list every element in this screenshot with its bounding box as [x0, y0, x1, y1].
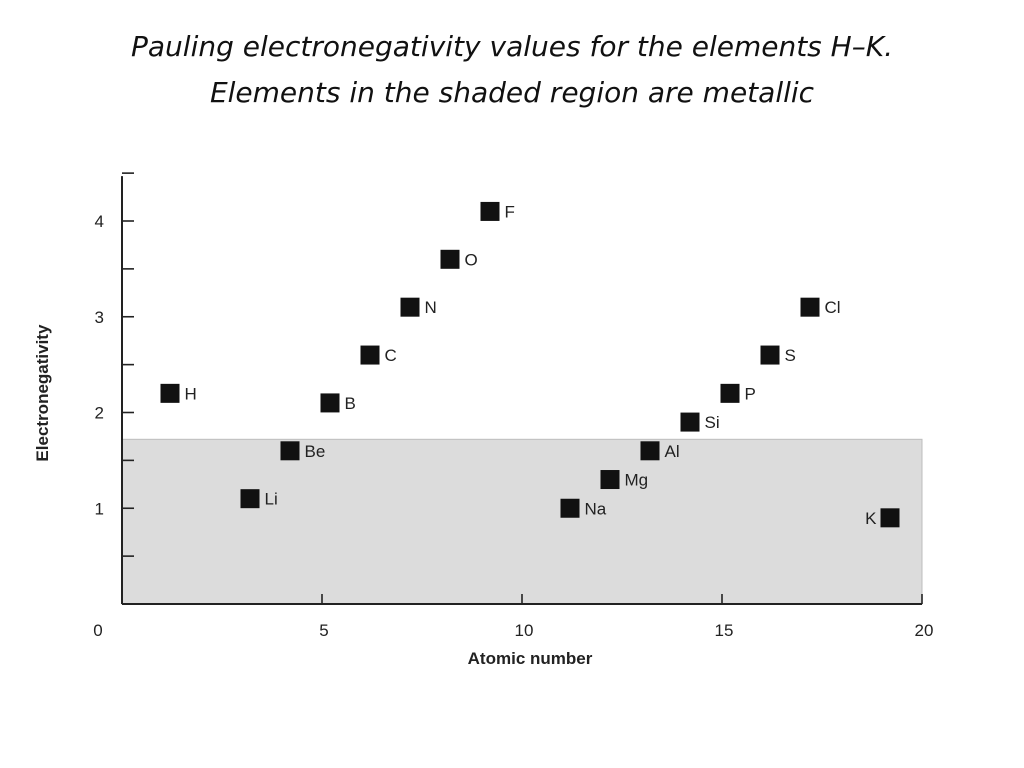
- point-marker: [400, 297, 420, 317]
- point-label: Li: [265, 490, 278, 509]
- x-tick-label: 20: [915, 621, 934, 640]
- point-label: Be: [305, 442, 326, 461]
- data-point-p: P: [720, 383, 756, 403]
- y-axis-title: Electronegativity: [33, 324, 52, 462]
- x-axis-title: Atomic number: [468, 649, 593, 668]
- point-marker: [800, 297, 820, 317]
- point-label: P: [745, 384, 756, 403]
- y-tick-label: 1: [95, 499, 104, 518]
- point-label: K: [865, 509, 877, 528]
- x-tick-label: 5: [319, 621, 328, 640]
- point-label: Cl: [825, 298, 841, 317]
- data-point-k: K: [865, 508, 900, 528]
- point-marker: [240, 489, 260, 509]
- point-marker: [280, 441, 300, 461]
- data-point-s: S: [760, 345, 796, 365]
- point-marker: [360, 345, 380, 365]
- data-point-n: N: [400, 297, 437, 317]
- point-marker: [560, 498, 580, 518]
- data-point-li: Li: [240, 489, 278, 509]
- slide-title-line-1: Pauling electronegativity values for the…: [131, 30, 893, 63]
- x-tick-label: 0: [93, 621, 102, 640]
- y-tick-label: 2: [95, 404, 104, 423]
- point-marker: [320, 393, 340, 413]
- data-point-na: Na: [560, 498, 607, 518]
- data-point-cl: Cl: [800, 297, 841, 317]
- point-label: Na: [585, 499, 607, 518]
- point-marker: [480, 201, 500, 221]
- point-label: O: [465, 250, 478, 269]
- data-points: H Li Be B C N O F Na Mg Al Si P S Cl K: [160, 201, 900, 528]
- slide-title: Pauling electronegativity values for the…: [0, 24, 1024, 116]
- y-tick-label: 3: [95, 308, 104, 327]
- x-tick-label: 10: [515, 621, 534, 640]
- slide-title-line-2: Elements in the shaded region are metall…: [209, 76, 815, 109]
- point-marker: [760, 345, 780, 365]
- point-label: S: [785, 346, 796, 365]
- point-marker: [160, 383, 180, 403]
- point-label: C: [385, 346, 397, 365]
- data-point-c: C: [360, 345, 397, 365]
- point-marker: [880, 508, 900, 528]
- data-point-h: H: [160, 383, 197, 403]
- data-point-mg: Mg: [600, 470, 649, 490]
- y-tick-label: 4: [95, 212, 104, 231]
- point-marker: [640, 441, 660, 461]
- data-point-si: Si: [680, 412, 720, 432]
- point-marker: [680, 412, 700, 432]
- point-marker: [600, 470, 620, 490]
- point-marker: [440, 249, 460, 269]
- data-point-be: Be: [280, 441, 326, 461]
- axes: 1 2 3 4 0 5 10 15 20: [93, 172, 934, 640]
- metallic-shaded-region: [121, 438, 923, 605]
- point-label: N: [425, 298, 437, 317]
- x-tick-label: 15: [715, 621, 734, 640]
- point-label: H: [185, 384, 197, 403]
- data-point-f: F: [480, 201, 515, 221]
- point-label: B: [345, 394, 356, 413]
- data-point-b: B: [320, 393, 356, 413]
- point-label: Mg: [625, 471, 649, 490]
- point-label: Si: [705, 413, 720, 432]
- point-label: Al: [665, 442, 680, 461]
- data-point-al: Al: [640, 441, 680, 461]
- point-marker: [720, 383, 740, 403]
- point-label: F: [505, 202, 515, 221]
- data-point-o: O: [440, 249, 478, 269]
